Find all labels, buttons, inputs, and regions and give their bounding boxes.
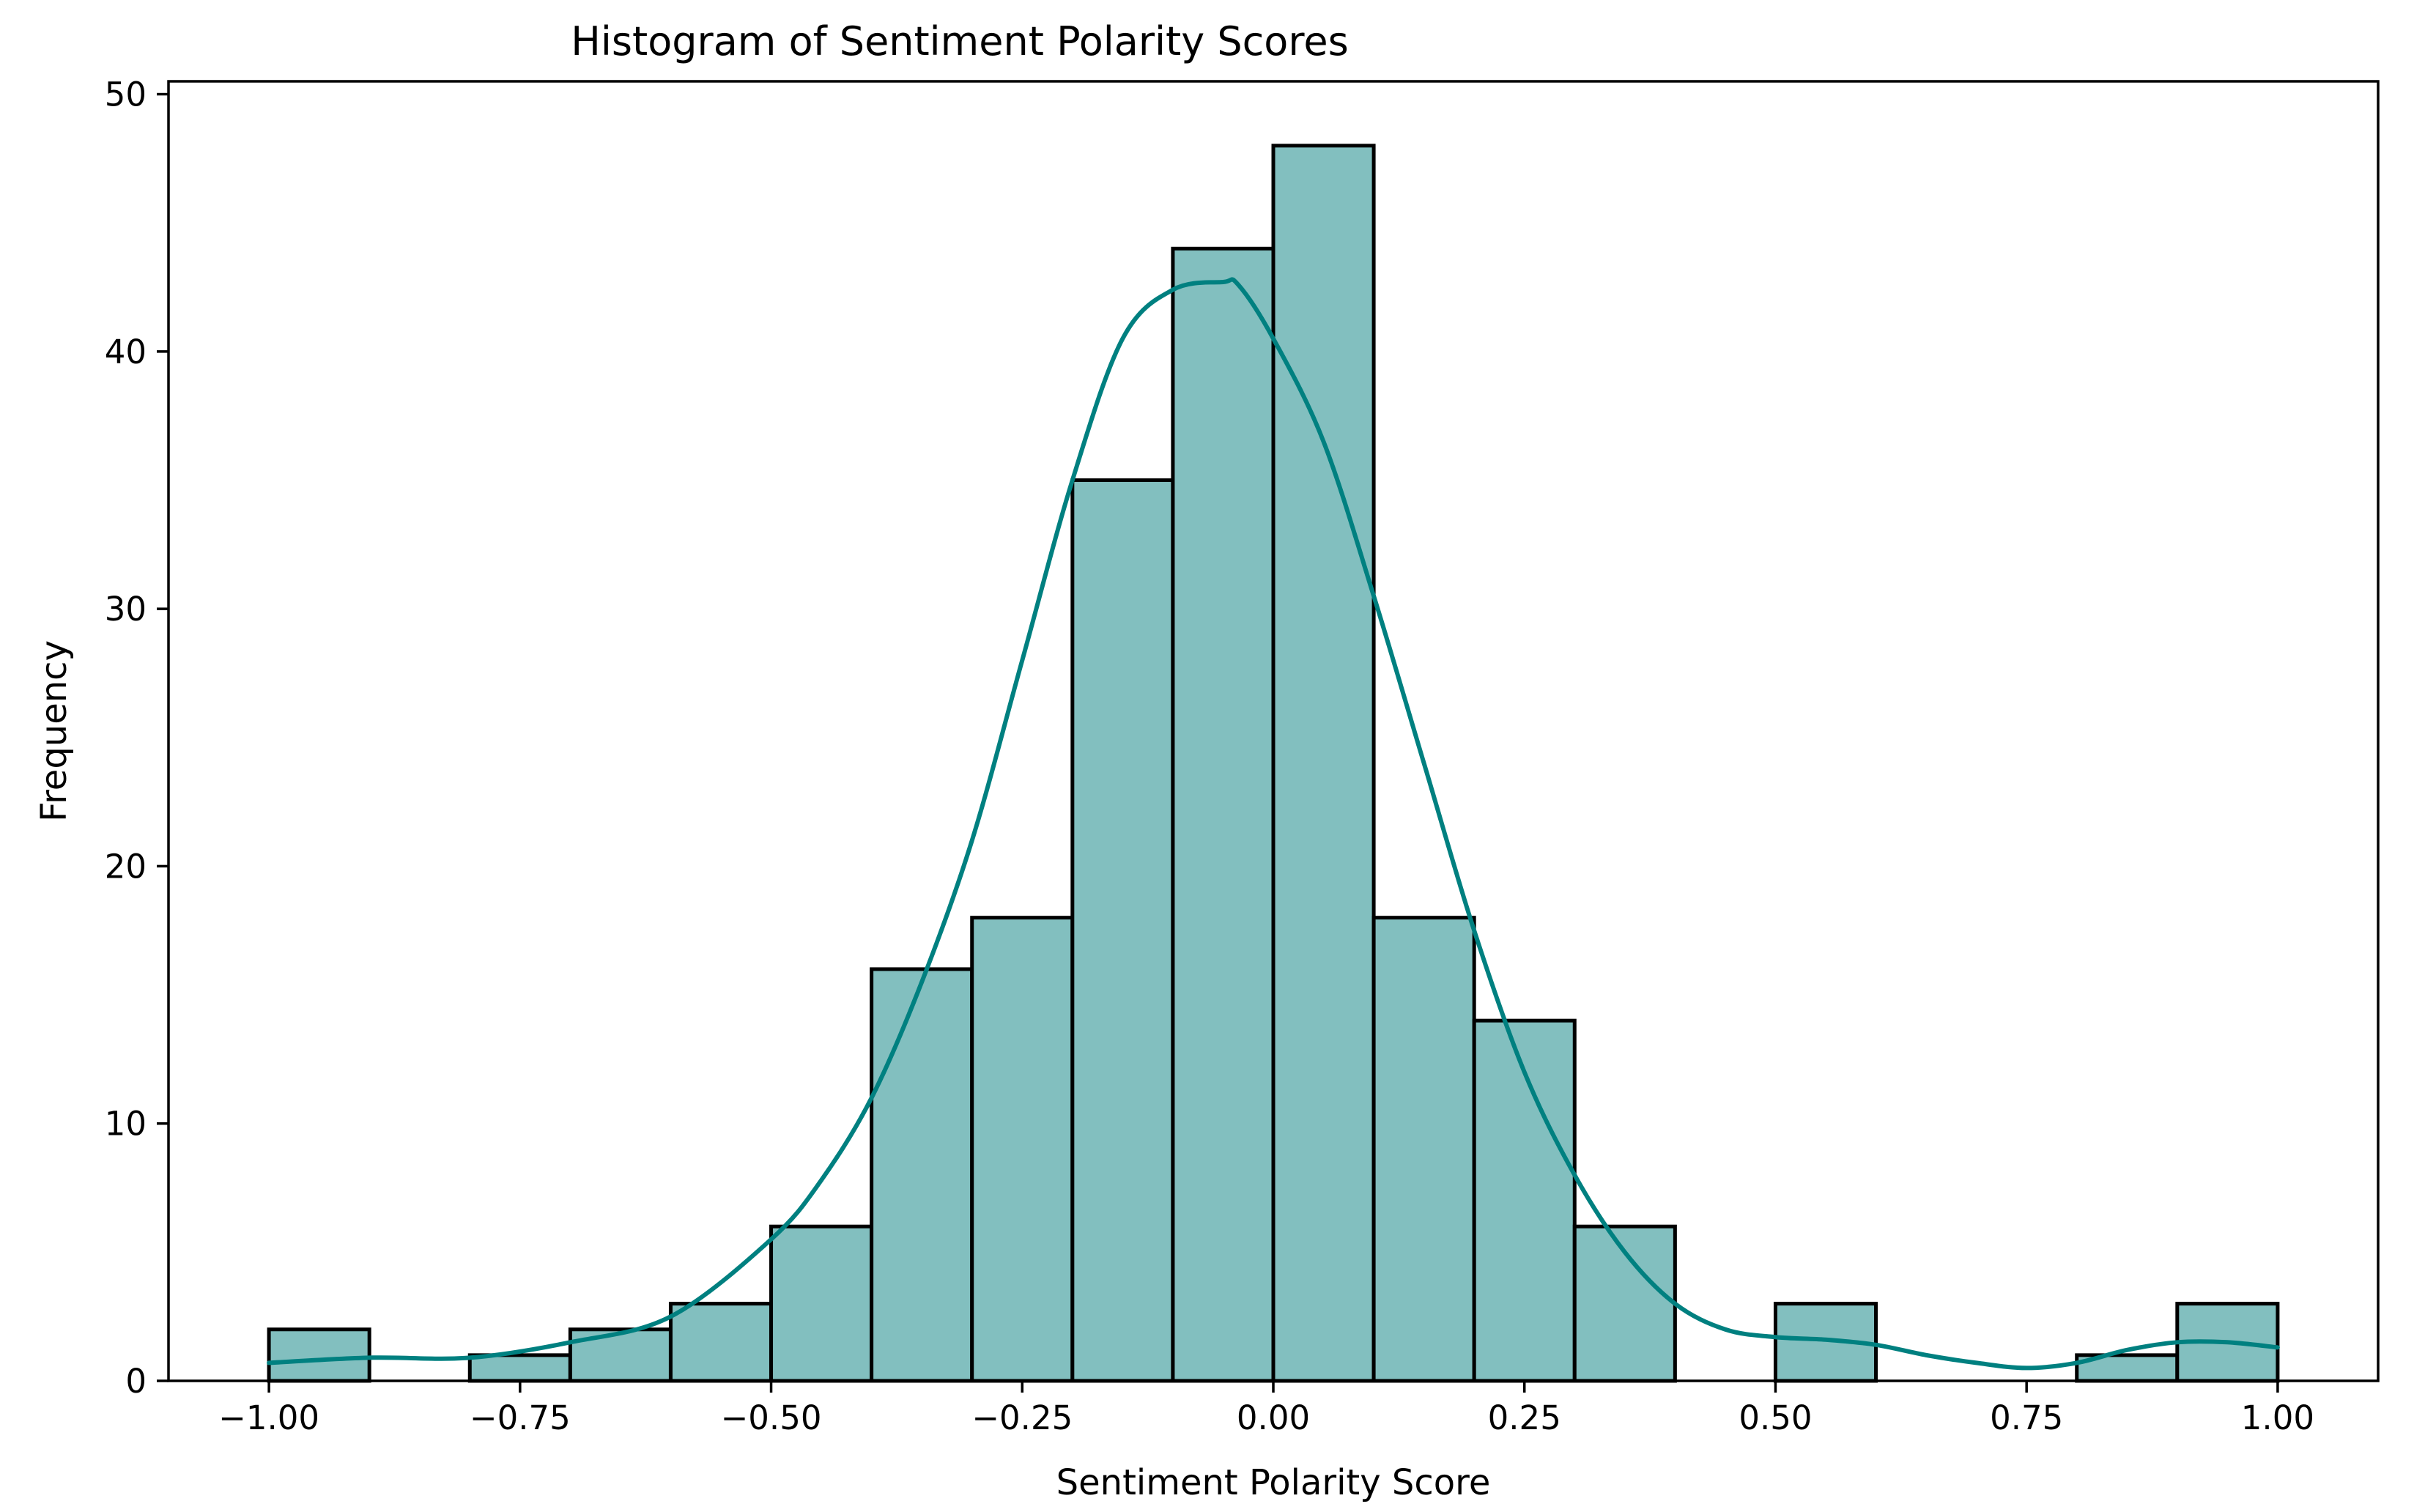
y-tick-label: 20 bbox=[105, 847, 147, 886]
y-tick-label: 0 bbox=[125, 1362, 147, 1401]
y-tick-label: 40 bbox=[105, 333, 147, 371]
x-tick-label: −1.00 bbox=[218, 1398, 319, 1437]
histogram-bar bbox=[1171, 246, 1276, 1383]
x-axis-label: Sentiment Polarity Score bbox=[1056, 1462, 1491, 1503]
histogram-bar bbox=[1371, 916, 1476, 1383]
x-tick-label: −0.50 bbox=[721, 1398, 822, 1437]
kde-curve bbox=[267, 277, 2280, 1371]
x-tick-label: −0.75 bbox=[470, 1398, 571, 1437]
x-tick-label: 0.75 bbox=[1990, 1398, 2063, 1437]
y-tick-label: 30 bbox=[105, 590, 147, 629]
histogram-bar bbox=[970, 916, 1075, 1383]
histogram-bar bbox=[467, 1353, 572, 1383]
x-axis-ticks: −1.00 −0.75 −0.50 −0.25 0.00 0.25 0.50 0.75 1.00 bbox=[218, 1381, 2314, 1437]
histogram-bar bbox=[267, 1327, 371, 1383]
histogram-bar bbox=[769, 1224, 874, 1383]
y-tick-label: 50 bbox=[105, 75, 147, 114]
y-axis-label: Frequency bbox=[34, 640, 75, 822]
histogram-bar bbox=[1271, 144, 1376, 1383]
x-tick-label: −0.25 bbox=[971, 1398, 1073, 1437]
histogram-bar bbox=[1070, 478, 1175, 1383]
histogram-bar bbox=[1472, 1018, 1577, 1383]
bars-group bbox=[267, 144, 2280, 1383]
y-axis-ticks: 0 10 20 30 40 50 bbox=[105, 75, 169, 1401]
x-tick-label: 0.00 bbox=[1237, 1398, 1310, 1437]
chart-title: Histogram of Sentiment Polarity Scores bbox=[571, 18, 1348, 64]
x-tick-label: 0.25 bbox=[1488, 1398, 1561, 1437]
x-tick-label: 0.50 bbox=[1739, 1398, 1812, 1437]
y-tick-label: 10 bbox=[105, 1105, 147, 1144]
histogram-bar bbox=[668, 1302, 774, 1383]
x-tick-label: 1.00 bbox=[2241, 1398, 2314, 1437]
histogram-bar bbox=[568, 1327, 673, 1383]
histogram-bar bbox=[870, 967, 974, 1383]
